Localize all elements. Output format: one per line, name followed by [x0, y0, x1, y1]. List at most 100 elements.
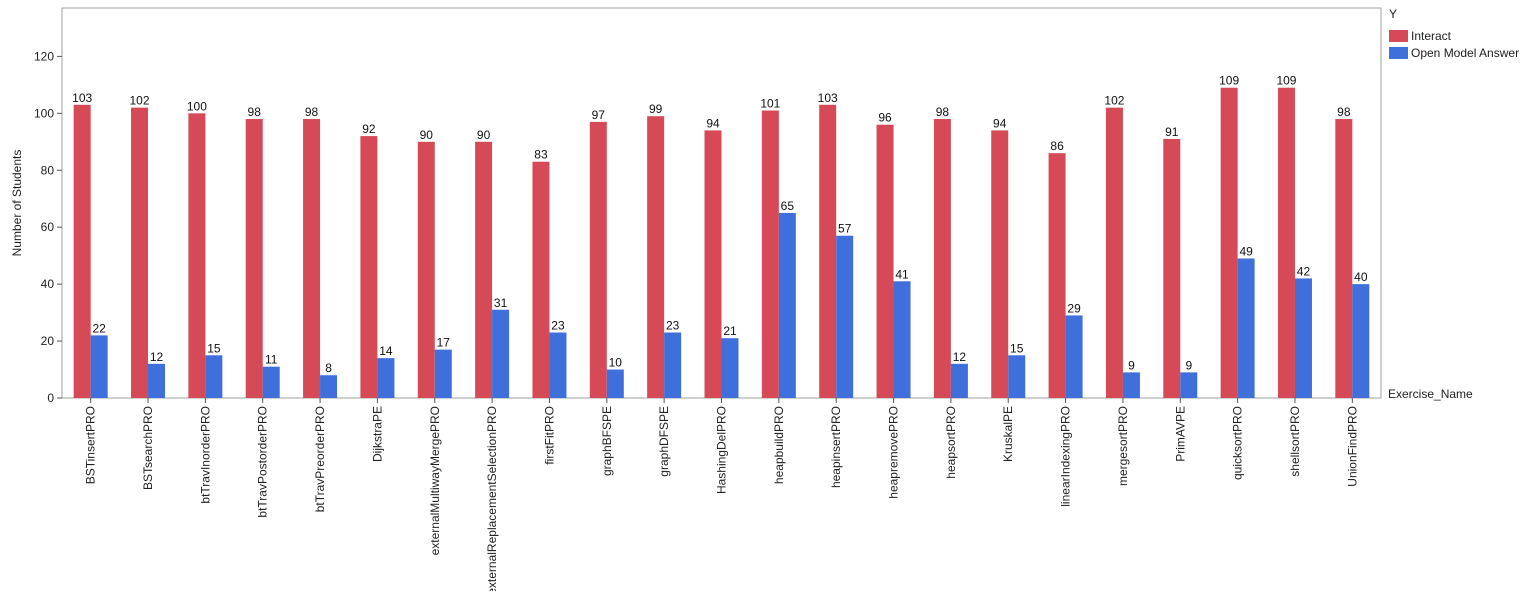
legend-label: Interact [1411, 29, 1452, 43]
legend-swatch [1389, 47, 1408, 59]
bar-open-model-answer [320, 375, 338, 398]
bar-interact [245, 119, 263, 398]
legend-title: Y [1389, 7, 1397, 21]
x-tick-label: externalMultiwayMergePRO [428, 406, 442, 555]
bar-open-model-answer [549, 332, 567, 398]
data-label: 90 [477, 128, 491, 142]
data-labels: 103 22 102 12 100 15 98 11 98 8 92 14 90 17 90 31 83 23 97… [72, 74, 1368, 376]
bar-interact [475, 141, 493, 398]
x-tick-label: HashingDelPRO [715, 406, 729, 494]
x-tick-label: linearIndexingPRO [1059, 406, 1073, 507]
bar-open-model-answer [1237, 258, 1255, 398]
legend: Y Interact Open Model Answer [1389, 7, 1519, 60]
legend-label: Open Model Answer [1411, 46, 1519, 60]
x-tick-label: externalReplacementSelectionPRO [485, 406, 499, 591]
bar-open-model-answer [148, 363, 166, 398]
data-label: 99 [649, 102, 663, 116]
bar-open-model-answer [1122, 372, 1140, 398]
data-label: 102 [1104, 94, 1124, 108]
data-label: 92 [362, 122, 376, 136]
bar-interact [1335, 119, 1353, 398]
x-tick-label: heapinsertPRO [829, 406, 843, 488]
bar-interact [417, 141, 435, 398]
x-tick-label: graphBFSPE [600, 406, 614, 476]
y-tick-label: 20 [41, 334, 55, 348]
data-label: 12 [953, 350, 967, 364]
bar-open-model-answer [377, 358, 395, 398]
data-label: 23 [666, 319, 680, 333]
bar-interact [1220, 87, 1238, 398]
data-label: 15 [1010, 341, 1024, 355]
bar-interact [1277, 87, 1295, 398]
bar-open-model-answer [205, 355, 223, 398]
data-label: 65 [781, 199, 795, 213]
bar-interact [131, 107, 149, 398]
data-label: 103 [818, 91, 838, 105]
bar-open-model-answer [606, 369, 624, 398]
x-axis-title: Exercise_Name [1388, 387, 1473, 401]
data-label: 98 [1337, 105, 1351, 119]
bar-interact [360, 136, 378, 399]
data-label: 10 [609, 356, 623, 370]
bar-interact [532, 161, 550, 398]
data-label: 96 [878, 111, 892, 125]
data-label: 17 [437, 336, 451, 350]
data-label: 40 [1354, 270, 1368, 284]
data-label: 109 [1219, 74, 1239, 88]
x-tick-label: BSTsearchPRO [141, 406, 155, 490]
bar-interact [991, 130, 1009, 398]
bar-open-model-answer [950, 363, 968, 398]
bar-interact [1048, 153, 1066, 398]
bar-open-model-answer [893, 281, 911, 398]
data-label: 90 [420, 128, 434, 142]
data-label: 8 [325, 361, 332, 375]
y-axis-title: Number of Students [10, 150, 24, 257]
bar-interact [188, 113, 206, 399]
x-tick-label: firstFitPRO [542, 406, 556, 465]
x-tick-label: DijkstraPE [370, 406, 384, 462]
bar-open-model-answer [721, 338, 739, 398]
bar-open-model-answer [262, 366, 280, 398]
data-label: 21 [723, 324, 737, 338]
y-tick-label: 120 [34, 49, 54, 63]
x-tick-label: btTravPreorderPRO [313, 406, 327, 512]
data-label: 31 [494, 296, 508, 310]
bar-open-model-answer [1180, 372, 1198, 398]
data-label: 94 [993, 116, 1007, 130]
bar-open-model-answer [836, 235, 854, 398]
data-label: 41 [895, 267, 909, 281]
data-label: 22 [92, 321, 106, 335]
data-label: 49 [1239, 245, 1253, 259]
data-label: 109 [1276, 74, 1296, 88]
data-label: 86 [1050, 139, 1064, 153]
data-label: 15 [207, 341, 221, 355]
data-label: 23 [551, 319, 565, 333]
bar-interact [761, 110, 779, 398]
data-label: 57 [838, 222, 852, 236]
bar-interact [589, 121, 607, 398]
x-tick-label: heapbuildPRO [772, 406, 786, 484]
bar-open-model-answer [434, 349, 452, 398]
x-tick-label: btTravInorderPRO [198, 406, 212, 504]
data-label: 101 [760, 96, 780, 110]
y-tick-label: 60 [41, 220, 55, 234]
legend-swatch [1389, 30, 1408, 42]
bar-interact [303, 119, 321, 398]
x-tick-label: btTravPostorderPRO [256, 406, 270, 518]
data-label: 97 [592, 108, 606, 122]
x-tick-label: graphDFSPE [657, 406, 671, 477]
bar-open-model-answer [664, 332, 682, 398]
bar-interact [73, 104, 91, 398]
data-label: 100 [187, 99, 207, 113]
y-tick-label: 80 [41, 163, 55, 177]
y-tick-label: 0 [47, 391, 54, 405]
x-tick-label: PrimAVPE [1173, 406, 1187, 462]
bar-interact [819, 104, 837, 398]
bar-open-model-answer [1065, 315, 1083, 398]
bar-open-model-answer [1294, 278, 1312, 398]
data-label: 29 [1067, 301, 1081, 315]
x-tick-label: mergesortPRO [1116, 406, 1130, 486]
x-tick-label: shellsortPRO [1288, 406, 1302, 477]
